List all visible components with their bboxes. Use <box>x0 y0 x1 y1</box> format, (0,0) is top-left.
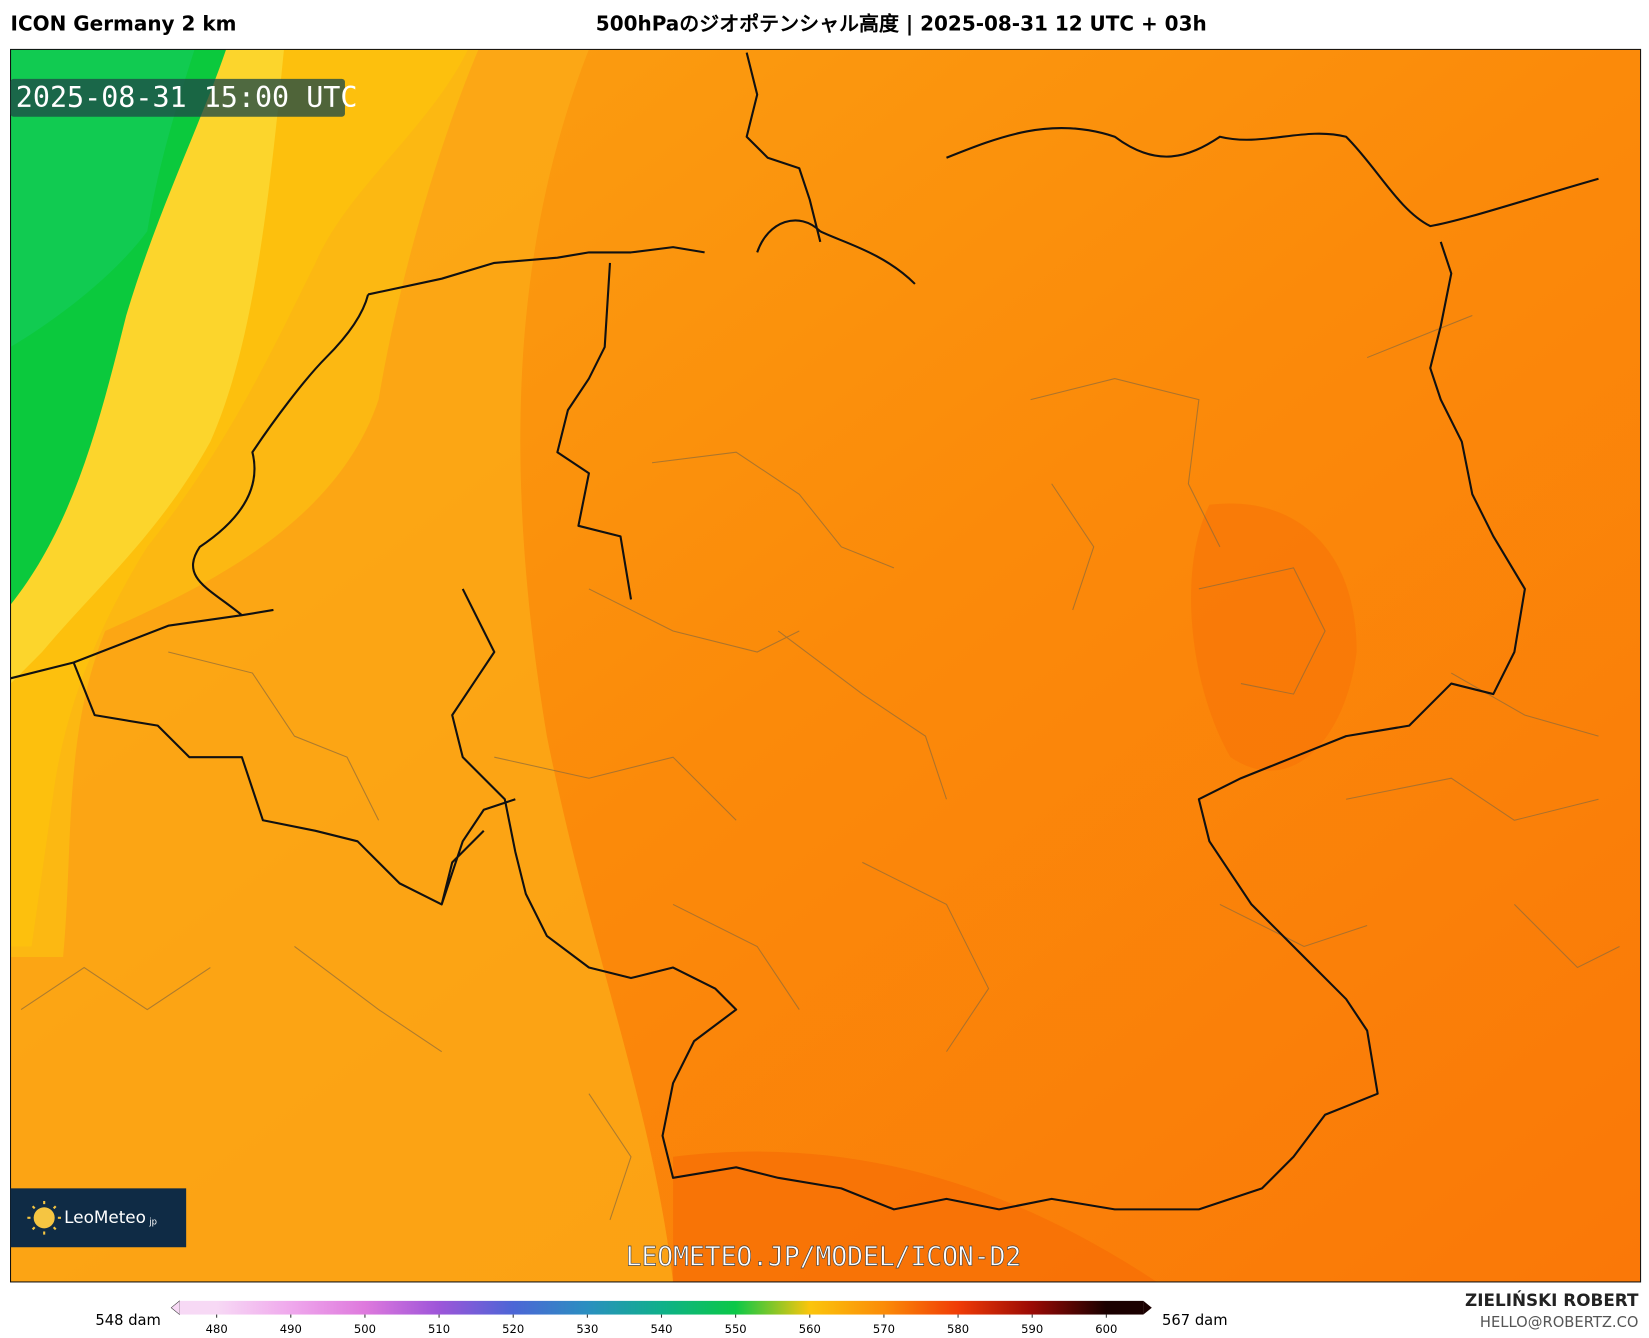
coastline <box>10 52 1599 680</box>
watermark: LEOMETEO.JP/MODEL/ICON-D2 <box>626 1242 1022 1272</box>
colorbar-tick-label: 550 <box>725 1322 747 1336</box>
logo-text: LeoMeteo <box>64 1207 146 1227</box>
logo-suffix: jp <box>148 1217 157 1227</box>
field-green-light <box>10 49 195 348</box>
map-frame <box>10 48 1642 1283</box>
logo-sun <box>33 1207 55 1229</box>
colorbar-tick-label: 490 <box>280 1322 302 1336</box>
colorbar-tick-label: 570 <box>873 1322 895 1336</box>
author: ZIELIŃSKI ROBERT <box>1465 1289 1639 1310</box>
colorbar-tick-label: 590 <box>1021 1322 1043 1336</box>
logo-rays <box>27 1200 62 1235</box>
field-center <box>1191 503 1357 771</box>
field-south <box>673 1151 1157 1282</box>
colorbar-extend-low <box>170 1300 180 1316</box>
valid-time: 2025-08-31 15:00 UTC <box>16 81 358 114</box>
colorbar-max-label: 567 dam <box>1162 1312 1227 1329</box>
colorbar-tick-label: 510 <box>428 1322 450 1336</box>
colorbar-min-label: 548 dam <box>95 1312 160 1329</box>
colorbar-extend-high <box>1143 1300 1152 1315</box>
admin-borders <box>20 315 1620 1221</box>
colorbar-tick-label: 530 <box>576 1322 598 1336</box>
colorbar-tick-label: 540 <box>650 1322 672 1336</box>
colorbar-tick-label: 560 <box>799 1322 821 1336</box>
model-title: ICON Germany 2 km <box>11 12 237 36</box>
colorbar-tick-label: 520 <box>502 1322 524 1336</box>
time-box <box>10 78 345 117</box>
colorbar-tick-label: 500 <box>354 1322 376 1336</box>
map: 2025-08-31 15:00 UTC LeoMeteo jp LEOMETE… <box>10 48 1642 1283</box>
colorbar-tick-label: 580 <box>947 1322 969 1336</box>
country-borders <box>72 241 1526 1211</box>
colorbar-tick-label: 480 <box>206 1322 228 1336</box>
email: HELLO@ROBERTZ.CO <box>1480 1314 1639 1331</box>
chart-title: 500hPaのジオポテンシャル高度 | 2025-08-31 12 UTC + … <box>596 12 1207 36</box>
colorbar <box>179 1300 1144 1315</box>
colorbar-tick-label: 600 <box>1095 1322 1117 1336</box>
